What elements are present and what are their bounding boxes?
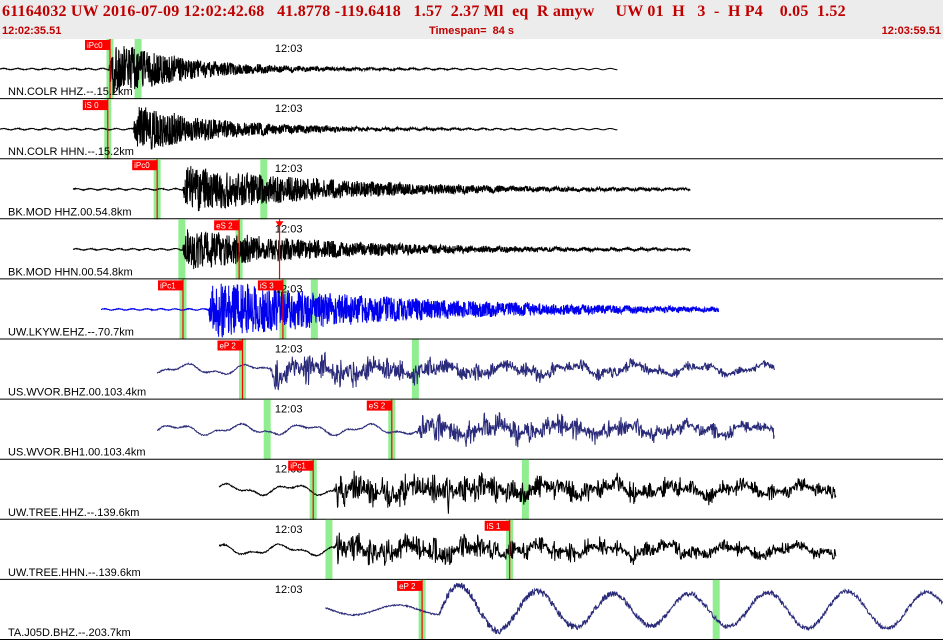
pick-label-box[interactable]: [257, 280, 283, 291]
channel-panel[interactable]: 12:03 eS 2 BK.MOD HHN.00.54.8km: [0, 219, 943, 280]
start-time-label: 12:02:35.51: [2, 25, 62, 37]
station-label: UW.LKYW.EHZ.--.70.7km: [8, 327, 134, 339]
station-label: BK.MOD HHN.00.54.8km: [8, 266, 133, 278]
pick-label: iPc0: [87, 41, 103, 50]
pick-label-box[interactable]: [85, 40, 111, 50]
channel-panel[interactable]: 12:03 eP 2 US.WVOR.BHZ.00.103.4km: [0, 339, 943, 400]
pick-window: [325, 519, 333, 580]
waveform-trace: [218, 532, 837, 566]
pick-marker[interactable]: [275, 221, 284, 228]
time-tick-label: 12:03: [275, 43, 303, 55]
waveform-trace: [72, 166, 691, 212]
pick-label-box[interactable]: [288, 460, 314, 471]
station-label: US.WVOR.BH1.00.103.4km: [8, 447, 146, 459]
event-summary-title: 61164032 UW 2016-07-09 12:02:42.68 41.87…: [2, 3, 846, 20]
station-label: NN.COLR HHZ.--.15.2km: [8, 86, 133, 98]
event-header: 61164032 UW 2016-07-09 12:02:42.68 41.87…: [0, 0, 943, 39]
timespan-label: Timespan= 84 s: [428, 25, 515, 37]
pick-label: eP 2: [399, 582, 416, 591]
waveform-trace: [156, 412, 775, 448]
pick-label: iPc0: [134, 161, 150, 170]
station-label: UW.TREE.HHZ.--.139.6km: [8, 507, 139, 519]
time-tick-label: 12:03: [275, 344, 303, 356]
waveform-trace: [72, 229, 691, 270]
end-time-label: 12:03:59.51: [881, 25, 941, 37]
pick-window: [263, 399, 271, 460]
station-label: NN.COLR HHN.--.15.2km: [8, 146, 134, 158]
pick-label: iPc1: [160, 281, 176, 290]
waveform-trace: [325, 582, 943, 635]
pick-label-box[interactable]: [157, 280, 183, 291]
station-label: UW.TREE.HHN.--.139.6km: [8, 567, 141, 579]
waveform-trace: [0, 106, 618, 150]
waveform-trace: [0, 46, 618, 95]
pick-label-box[interactable]: [214, 220, 240, 231]
waveform-trace: [156, 351, 776, 391]
channel-panel[interactable]: 12:03 iS 0 NN.COLR HHN.--.15.2km: [0, 99, 943, 160]
pick-label: eS 2: [369, 402, 386, 411]
pick-label: iS 1: [487, 522, 501, 531]
pick-label-box[interactable]: [132, 160, 158, 171]
channel-panel[interactable]: 12:03 iPc0 BK.MOD HHZ.00.54.8km: [0, 159, 943, 220]
waveform-trace: [100, 283, 719, 338]
pick-label: iPc1: [290, 462, 306, 471]
pick-window: [521, 459, 529, 520]
time-tick-label: 12:03: [275, 524, 303, 536]
time-tick-label: 12:03: [275, 163, 303, 175]
pick-label: iS 0: [85, 101, 99, 110]
pick-label-box[interactable]: [82, 100, 108, 111]
station-label: US.WVOR.BHZ.00.103.4km: [8, 387, 146, 399]
channel-panel[interactable]: 12:03 iPc0 NN.COLR HHZ.--.15.2km: [0, 39, 943, 100]
pick-label: eP 2: [219, 342, 236, 351]
station-label: TA.J05D.BHZ.--.203.7km: [8, 627, 131, 639]
channel-panel[interactable]: 12:03 eS 2 US.WVOR.BH1.00.103.4km: [0, 399, 943, 460]
pick-label: iS 3: [260, 281, 274, 290]
time-tick-label: 12:03: [275, 103, 303, 115]
pick-label: eS 2: [216, 221, 233, 230]
pick-window: [712, 579, 720, 640]
time-tick-label: 12:03: [275, 584, 303, 596]
pick-label-box[interactable]: [217, 340, 243, 351]
pick-label-box[interactable]: [366, 400, 392, 411]
seismogram-plot[interactable]: 12:03 iPc0 NN.COLR HHZ.--.15.2km 12:03 iS 0 N…: [0, 39, 943, 640]
waveform-trace: [218, 470, 837, 514]
station-label: BK.MOD HHZ.00.54.8km: [8, 206, 131, 218]
time-tick-label: 12:03: [275, 404, 303, 416]
time-tick-label: 12:03: [275, 223, 303, 235]
channel-panel[interactable]: 12:03 iS 1 UW.TREE.HHN.--.139.6km: [0, 519, 943, 580]
channel-panel[interactable]: 12:03 eP 2 TA.J05D.BHZ.--.203.7km: [0, 579, 943, 640]
pick-label-box[interactable]: [484, 520, 510, 531]
pick-label-box[interactable]: [397, 580, 423, 591]
channel-panel[interactable]: 12:03iPc1UW.TREE.HHZ.--.139.6km: [0, 459, 943, 520]
